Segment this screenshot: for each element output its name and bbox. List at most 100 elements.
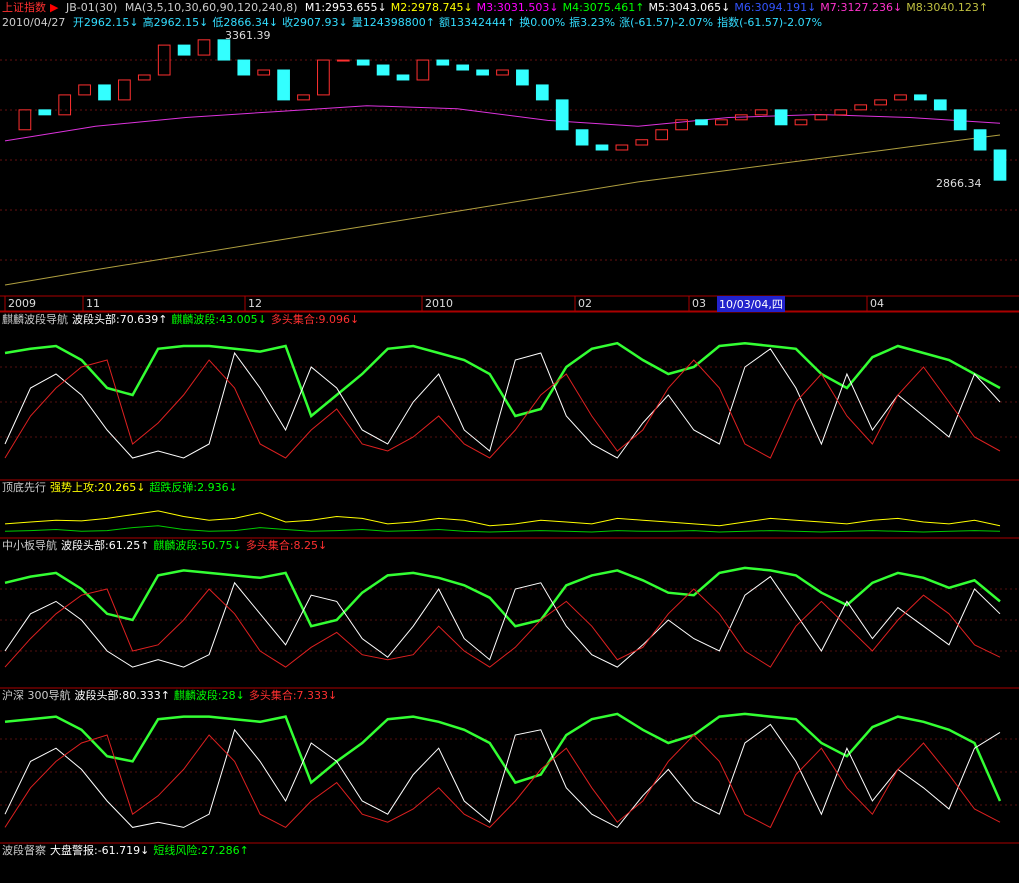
candle xyxy=(814,114,828,121)
quote: 指数(-61.57)-2.07% xyxy=(717,16,823,29)
panel-header: 顶底先行 强势上攻:20.265↓ 超跌反弹:2.936↓ xyxy=(2,481,242,495)
candle xyxy=(456,64,470,71)
price-low-label: 2866.34 xyxy=(936,177,982,190)
candle xyxy=(973,129,987,151)
quote: 开2962.15↓ xyxy=(72,16,139,29)
candle xyxy=(516,69,529,86)
ma-label: M1:2953.655↓ xyxy=(304,1,387,14)
candle xyxy=(78,84,91,96)
candle xyxy=(675,119,688,131)
date-label: 04 xyxy=(870,297,884,310)
price-high-label: 3361.39 xyxy=(225,29,271,42)
candle xyxy=(336,59,350,62)
candle xyxy=(217,39,231,61)
candle xyxy=(157,44,171,76)
panel-name: 中小板导航 xyxy=(2,539,57,552)
date: 2010/04/27 xyxy=(2,16,66,29)
panel-label: 超跌反弹:2.936↓ xyxy=(149,481,238,494)
indicator-line xyxy=(4,588,1001,668)
candle xyxy=(436,59,450,66)
quote-header: 2010/04/27 开2962.15↓ 高2962.15↓ 低2866.34↓ 收2… xyxy=(2,16,826,30)
indicator-line xyxy=(4,712,1002,802)
candle xyxy=(396,74,410,81)
quote: 换0.00% xyxy=(519,16,566,29)
date-label: 2010 xyxy=(425,297,453,310)
candle xyxy=(118,79,131,101)
date-label: 03 xyxy=(692,297,706,310)
indicator-line xyxy=(4,510,1001,527)
panel-header: 中小板导航 波段头部:61.25↑ 麒麟波段:50.75↓ 多头集合:8.25↓ xyxy=(2,539,331,553)
ma-label: M2:2978.745↓ xyxy=(390,1,473,14)
ma-line xyxy=(4,134,1001,286)
panel-header: 麒麟波段导航 波段头部:70.639↑ 麒麟波段:43.005↓ 多头集合:9.096… xyxy=(2,313,363,327)
cursor-label[interactable]: 10/03/04,四 xyxy=(717,296,785,312)
panel-label: 多头集合:9.096↓ xyxy=(270,313,360,326)
candle xyxy=(197,39,211,56)
candle xyxy=(496,69,509,76)
indicator: JB-01(30) xyxy=(65,1,118,14)
indicator-line xyxy=(4,734,1001,829)
candle xyxy=(595,144,609,151)
candle xyxy=(734,114,748,121)
indicator-line xyxy=(4,723,1001,829)
indicator-line xyxy=(4,566,1001,628)
candle xyxy=(695,119,708,126)
candle xyxy=(257,69,271,76)
panel-label: 强势上攻:20.265↓ xyxy=(50,481,146,494)
candle xyxy=(774,109,788,126)
date-label: 12 xyxy=(248,297,262,310)
indicator-line xyxy=(4,348,1001,459)
panel-label: 波段头部:80.333↑ xyxy=(74,689,170,702)
quote: 收2907.93↓ xyxy=(282,16,348,29)
panel-name: 波段督察 xyxy=(2,844,46,857)
candle xyxy=(575,129,589,146)
candle xyxy=(933,99,947,111)
panel-label: 波段头部:61.25↑ xyxy=(61,539,150,552)
quote: 涨(-61.57)-2.07% xyxy=(619,16,714,29)
date-label: 2009 xyxy=(8,297,36,310)
date-label: 02 xyxy=(578,297,592,310)
candle xyxy=(834,109,848,116)
quote: 高2962.15↓ xyxy=(142,16,209,29)
ma-label: M7:3127.236↓ xyxy=(820,1,903,14)
candle xyxy=(615,144,629,151)
candle xyxy=(356,59,370,66)
indicator-line xyxy=(4,359,1001,459)
candle xyxy=(754,109,768,116)
ma-line xyxy=(4,105,1001,142)
panel-label: 多头集合:8.25↓ xyxy=(245,539,328,552)
candle xyxy=(874,99,887,106)
candle xyxy=(535,84,549,101)
quote: 量124398800↑ xyxy=(351,16,435,29)
candle xyxy=(38,109,52,116)
ma-label: M3:3031.503↓ xyxy=(476,1,559,14)
ma-label: M8:3040.123↑ xyxy=(906,1,989,14)
candle xyxy=(715,119,728,126)
candle xyxy=(137,74,151,81)
panel-label: 多头集合:7.333↓ xyxy=(248,689,338,702)
candle xyxy=(317,59,330,96)
ma-label: M6:3094.191↓ xyxy=(734,1,817,14)
panel-label: 麒麟波段:43.005↓ xyxy=(171,313,267,326)
ma-label: M5:3043.065↓ xyxy=(648,1,731,14)
panel-name: 顶底先行 xyxy=(2,481,46,494)
candle xyxy=(914,94,927,101)
indicator-line xyxy=(4,341,1001,419)
indicator-line xyxy=(4,525,1001,533)
panel-label: 麒麟波段:28↓ xyxy=(173,689,245,702)
candle xyxy=(953,109,967,131)
candle xyxy=(555,99,569,131)
candle xyxy=(277,69,290,101)
date-label: 11 xyxy=(86,297,100,310)
indicator-line xyxy=(4,575,1001,668)
panel-label: 波段头部:70.639↑ xyxy=(72,313,168,326)
candle xyxy=(297,94,310,101)
candle xyxy=(794,119,808,126)
candle xyxy=(18,109,32,131)
candle xyxy=(177,44,191,56)
candle xyxy=(98,84,111,101)
candle xyxy=(635,139,649,146)
panel-label: 短线风险:27.286↑ xyxy=(153,844,249,857)
quote: 低2866.34↓ xyxy=(212,16,279,29)
